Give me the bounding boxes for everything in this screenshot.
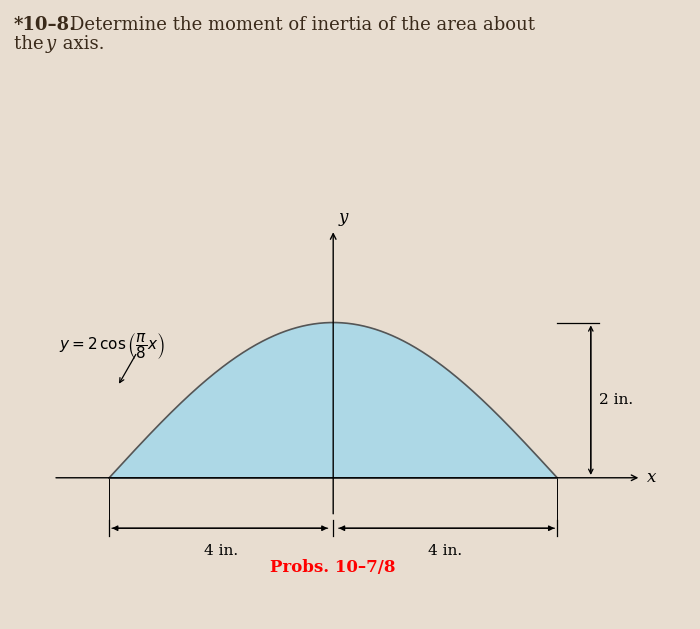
Text: axis.: axis. xyxy=(57,35,105,53)
Text: 4 in.: 4 in. xyxy=(204,543,238,558)
Text: y: y xyxy=(339,208,348,226)
Text: y: y xyxy=(46,35,55,53)
Text: $y = 2\,\cos\left(\dfrac{\pi}{8}x\right)$: $y = 2\,\cos\left(\dfrac{\pi}{8}x\right)… xyxy=(59,331,164,361)
Text: 2 in.: 2 in. xyxy=(599,393,634,407)
Text: the: the xyxy=(14,35,50,53)
Text: 4 in.: 4 in. xyxy=(428,543,462,558)
Text: Probs. 10–7/8: Probs. 10–7/8 xyxy=(270,559,396,576)
Text: Determine the moment of inertia of the area about: Determine the moment of inertia of the a… xyxy=(70,16,535,34)
Text: x: x xyxy=(647,469,656,486)
Text: *10–8.: *10–8. xyxy=(14,16,76,34)
